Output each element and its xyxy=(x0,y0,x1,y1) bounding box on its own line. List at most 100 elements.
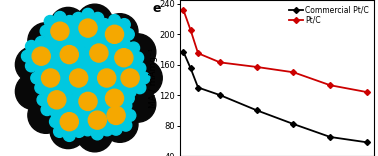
Legend: Commercial Pt/C, Pt/C: Commercial Pt/C, Pt/C xyxy=(288,4,370,26)
Circle shape xyxy=(102,106,138,142)
Circle shape xyxy=(72,32,84,44)
Circle shape xyxy=(96,95,108,107)
Circle shape xyxy=(92,86,104,98)
Circle shape xyxy=(15,73,51,110)
Circle shape xyxy=(60,84,73,96)
Circle shape xyxy=(72,12,84,24)
Pt/C xyxy=(218,61,222,63)
Circle shape xyxy=(44,15,56,27)
Commercial Pt/C xyxy=(291,123,296,125)
Circle shape xyxy=(28,97,64,133)
Circle shape xyxy=(35,62,47,74)
Circle shape xyxy=(82,82,94,94)
Circle shape xyxy=(15,46,51,83)
Circle shape xyxy=(103,37,115,49)
Circle shape xyxy=(65,94,76,106)
Commercial Pt/C xyxy=(181,51,186,53)
Circle shape xyxy=(77,116,89,128)
Circle shape xyxy=(82,109,94,121)
Circle shape xyxy=(122,28,134,40)
Circle shape xyxy=(99,38,111,50)
Pt/C xyxy=(189,29,193,31)
Circle shape xyxy=(120,86,156,122)
Circle shape xyxy=(51,108,63,119)
Circle shape xyxy=(41,104,53,116)
Circle shape xyxy=(73,58,85,70)
Circle shape xyxy=(98,69,116,87)
Circle shape xyxy=(32,47,50,65)
Pt/C xyxy=(328,84,332,86)
Circle shape xyxy=(26,60,37,72)
Circle shape xyxy=(54,39,65,51)
Pt/C xyxy=(181,9,186,11)
Circle shape xyxy=(54,12,66,23)
Circle shape xyxy=(77,116,113,152)
Circle shape xyxy=(118,102,130,114)
Circle shape xyxy=(60,113,78,131)
Circle shape xyxy=(105,114,117,126)
Circle shape xyxy=(48,91,66,109)
Circle shape xyxy=(121,69,139,87)
Circle shape xyxy=(115,72,126,84)
Commercial Pt/C xyxy=(218,94,222,96)
Circle shape xyxy=(107,47,119,59)
Circle shape xyxy=(50,112,86,149)
Pt/C xyxy=(196,52,200,54)
Circle shape xyxy=(87,72,98,84)
Circle shape xyxy=(105,25,124,43)
Circle shape xyxy=(93,61,105,73)
Circle shape xyxy=(31,72,43,84)
Circle shape xyxy=(110,96,122,108)
Pt/C xyxy=(365,91,369,93)
Circle shape xyxy=(42,69,60,87)
Circle shape xyxy=(91,100,103,112)
Circle shape xyxy=(101,124,113,136)
Circle shape xyxy=(26,40,37,52)
Circle shape xyxy=(115,82,126,94)
Circle shape xyxy=(110,72,122,84)
Circle shape xyxy=(107,106,125,124)
Y-axis label: MA / mAmg⁻¹: MA / mAmg⁻¹ xyxy=(149,48,158,108)
Circle shape xyxy=(108,79,121,90)
Circle shape xyxy=(99,102,111,114)
Circle shape xyxy=(77,4,113,40)
Circle shape xyxy=(91,62,103,74)
Circle shape xyxy=(96,22,108,34)
Circle shape xyxy=(118,38,130,50)
Circle shape xyxy=(92,32,104,44)
Circle shape xyxy=(101,58,113,70)
Circle shape xyxy=(82,62,94,74)
Circle shape xyxy=(90,44,108,62)
Circle shape xyxy=(37,94,49,106)
Circle shape xyxy=(54,126,65,137)
Circle shape xyxy=(59,72,71,84)
Circle shape xyxy=(73,58,85,70)
Circle shape xyxy=(64,35,75,47)
Circle shape xyxy=(50,49,61,61)
Circle shape xyxy=(60,104,73,116)
Circle shape xyxy=(45,60,57,72)
Circle shape xyxy=(82,36,94,48)
Pt/C xyxy=(291,71,296,73)
Circle shape xyxy=(35,82,47,94)
Circle shape xyxy=(101,119,112,131)
Circle shape xyxy=(79,19,97,37)
Circle shape xyxy=(101,100,112,112)
Commercial Pt/C xyxy=(328,136,332,138)
Circle shape xyxy=(64,102,75,114)
Circle shape xyxy=(35,37,47,48)
Circle shape xyxy=(64,15,76,27)
Circle shape xyxy=(83,57,95,69)
Circle shape xyxy=(134,62,146,74)
Circle shape xyxy=(124,110,136,121)
Circle shape xyxy=(44,35,56,47)
Circle shape xyxy=(64,129,75,141)
Circle shape xyxy=(118,38,130,50)
Circle shape xyxy=(73,106,85,118)
Circle shape xyxy=(120,34,156,70)
Pt/C xyxy=(254,66,259,68)
Circle shape xyxy=(95,92,107,104)
Circle shape xyxy=(91,128,103,140)
Circle shape xyxy=(28,23,64,59)
Circle shape xyxy=(120,100,132,112)
